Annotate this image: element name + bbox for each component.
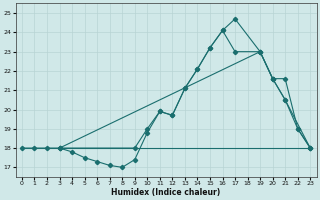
- X-axis label: Humidex (Indice chaleur): Humidex (Indice chaleur): [111, 188, 221, 197]
